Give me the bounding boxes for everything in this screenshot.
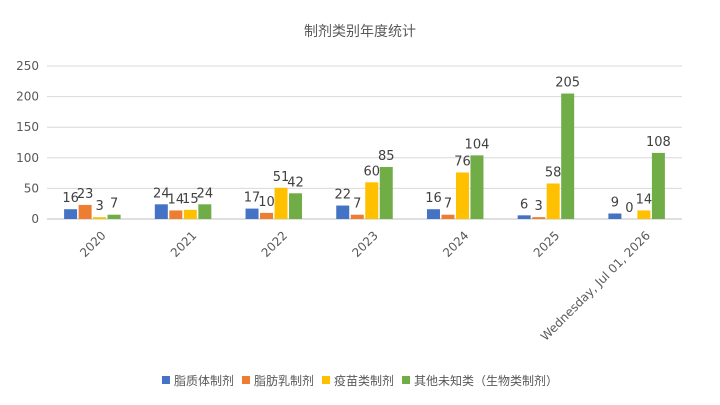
bar (245, 208, 259, 219)
bar (350, 214, 364, 219)
data-label: 14 (168, 192, 185, 207)
data-label: 10 (258, 195, 275, 210)
legend-label: 疫苗类制剂 (334, 373, 394, 388)
y-tick-label: 250 (16, 59, 39, 73)
gridlines (47, 65, 682, 220)
bar (183, 209, 197, 219)
bar (426, 209, 440, 219)
data-label: 108 (646, 135, 671, 150)
bar (169, 210, 183, 219)
bar (336, 205, 350, 219)
x-tick-label: 2025 (531, 228, 562, 259)
data-label: 0 (625, 201, 633, 216)
data-label: 9 (611, 195, 619, 210)
y-tick-label: 200 (16, 90, 39, 104)
legend-item: 脂肪乳制剂 (241, 373, 314, 388)
data-label: 24 (153, 186, 170, 201)
bar (517, 215, 531, 219)
data-label: 51 (273, 170, 290, 185)
data-label: 7 (110, 197, 118, 212)
bar (78, 204, 92, 219)
data-label: 23 (77, 187, 94, 202)
data-label: 104 (465, 137, 490, 152)
bar (561, 93, 575, 219)
bar (198, 204, 212, 219)
legend: 脂质体制剂 脂肪乳制剂 疫苗类制剂 其他未知类（生物类制剂） (161, 373, 558, 388)
data-label: 42 (287, 175, 304, 190)
bar (651, 152, 665, 219)
bar (546, 183, 560, 219)
x-tick-label: 2024 (440, 228, 471, 259)
legend-item: 其他未知类（生物类制剂） (402, 373, 558, 388)
bar (455, 172, 469, 219)
y-tick-label: 150 (16, 120, 39, 134)
bar (289, 193, 303, 219)
legend-label: 其他未知类（生物类制剂） (414, 373, 558, 388)
y-tick-label: 50 (24, 181, 39, 195)
y-tick-label: 100 (16, 151, 39, 165)
bar (379, 166, 393, 219)
data-label: 16 (62, 191, 79, 206)
bar (532, 217, 546, 219)
y-tick-label: 0 (31, 212, 39, 226)
legend-swatch (241, 376, 250, 384)
data-label: 22 (334, 188, 351, 203)
bar (441, 214, 455, 219)
bar (470, 155, 484, 219)
y-axis: 0 50 100 150 200 250 (16, 59, 39, 226)
data-label: 7 (353, 197, 361, 212)
legend-swatch (402, 376, 411, 384)
bars (64, 93, 665, 219)
bar (260, 212, 274, 219)
data-label: 76 (454, 154, 471, 169)
bar (637, 210, 651, 219)
data-label: 205 (555, 76, 580, 91)
legend-label: 脂质体制剂 (174, 373, 234, 388)
bar (154, 204, 168, 219)
bar (365, 182, 379, 219)
legend-swatch (161, 376, 170, 384)
data-label: 14 (636, 192, 653, 207)
data-label: 85 (378, 149, 395, 164)
data-label: 24 (197, 186, 214, 201)
bar (107, 214, 121, 219)
data-label: 58 (545, 166, 562, 181)
data-label: 3 (95, 199, 103, 214)
legend-label: 脂肪乳制剂 (254, 373, 314, 388)
data-label: 3 (535, 199, 543, 214)
data-label: 60 (363, 164, 380, 179)
x-tick-label: Wednesday, Jul 01, 2026 (538, 228, 653, 343)
bar (93, 217, 107, 219)
x-tick-label: 2020 (77, 228, 108, 259)
data-label: 6 (520, 197, 528, 212)
x-tick-label: 2022 (259, 228, 290, 259)
legend-item: 脂质体制剂 (161, 373, 234, 388)
data-label: 17 (244, 191, 261, 206)
data-label: 7 (444, 197, 452, 212)
data-label: 16 (425, 191, 442, 206)
x-tick-label: 2021 (168, 228, 199, 259)
data-label: 15 (182, 192, 199, 207)
bar (608, 213, 622, 219)
legend-item: 疫苗类制剂 (322, 373, 394, 388)
bar (274, 187, 288, 219)
bar (64, 209, 78, 219)
chart-title: 制剂类别年度统计 (304, 24, 416, 40)
x-tick-label: 2023 (349, 228, 380, 259)
legend-swatch (322, 376, 330, 384)
